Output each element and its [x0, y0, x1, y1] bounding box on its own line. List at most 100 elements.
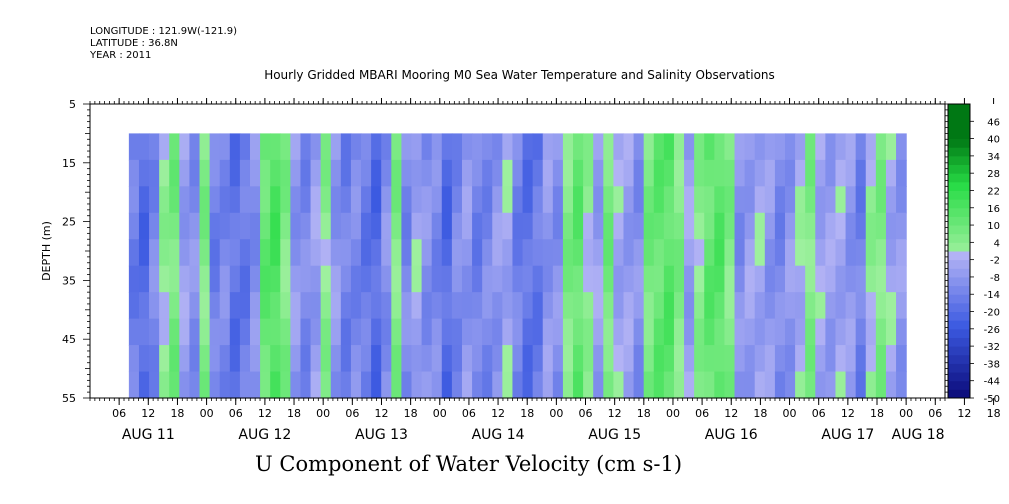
heatmap-cell [270, 318, 281, 346]
colorbar-swatch [948, 259, 970, 269]
heatmap-cell [694, 318, 705, 346]
heatmap-cell [785, 133, 796, 161]
heatmap-cell [653, 159, 665, 187]
heatmap-cell [542, 292, 554, 320]
heatmap-cell [260, 265, 271, 293]
heatmap-cell [361, 133, 372, 161]
heatmap-cell [754, 318, 766, 346]
heatmap-cell [451, 159, 463, 187]
heatmap-cell [764, 371, 776, 399]
heatmap-cell [320, 239, 332, 267]
heatmap-cell [714, 186, 726, 214]
heatmap-cell [714, 371, 726, 399]
heatmap-cell [633, 292, 645, 320]
heatmap-cell [855, 318, 867, 346]
colorbar-swatch [948, 346, 970, 356]
colorbar-swatch [948, 380, 970, 390]
heatmap-cell [532, 212, 544, 240]
heatmap-cell [825, 239, 837, 267]
heatmap-cell [603, 239, 614, 267]
heatmap-cell [290, 345, 302, 373]
x-hour-label: 18 [170, 407, 184, 420]
heatmap-cell [472, 345, 483, 373]
heatmap-cell [734, 159, 746, 187]
heatmap-cell [512, 371, 524, 399]
heatmap-cell [219, 133, 231, 161]
heatmap-cell [573, 292, 584, 320]
heatmap-cell [189, 159, 201, 187]
heatmap-cell [673, 186, 685, 214]
heatmap-cell [865, 159, 877, 187]
heatmap-cell [159, 345, 170, 373]
heatmap-cell [896, 133, 907, 161]
heatmap-cell [522, 318, 534, 346]
x-day-label: AUG 18 [892, 427, 945, 443]
heatmap-cell [421, 239, 433, 267]
heatmap-cell [673, 133, 685, 161]
heatmap-cell [350, 371, 362, 399]
heatmap-cell [684, 239, 695, 267]
heatmap-cell [724, 265, 736, 293]
heatmap-cell [310, 345, 322, 373]
heatmap-cell [795, 186, 806, 214]
heatmap-cell [411, 345, 423, 373]
heatmap-cell [633, 318, 645, 346]
heatmap-cell [724, 212, 736, 240]
heatmap-cell [350, 186, 362, 214]
heatmap-cell [734, 239, 746, 267]
heatmap-cell [653, 345, 665, 373]
heatmap-cell [502, 133, 514, 161]
heatmap-cell [239, 186, 251, 214]
heatmap-cell [219, 239, 231, 267]
heatmap-cell [825, 318, 837, 346]
heatmap-cell [764, 345, 776, 373]
heatmap-cell [562, 318, 574, 346]
heatmap-cell [825, 292, 837, 320]
heatmap-cell [805, 345, 816, 373]
y-tick-label: 55 [62, 392, 76, 405]
heatmap-cell [280, 186, 291, 214]
heatmap-cell [431, 212, 443, 240]
heatmap-cell [845, 212, 857, 240]
heatmap-cell [583, 371, 594, 399]
x-hour-label: 06 [812, 407, 826, 420]
x-hour-label: 18 [637, 407, 651, 420]
heatmap-cell [229, 318, 241, 346]
heatmap-cell [795, 371, 806, 399]
heatmap-cell [320, 159, 332, 187]
x-day-label: AUG 17 [821, 427, 874, 443]
heatmap-cell [421, 212, 433, 240]
heatmap-cell [583, 239, 594, 267]
heatmap-cell [896, 345, 907, 373]
heatmap-cell [290, 159, 302, 187]
heatmap-cell [845, 159, 857, 187]
heatmap-cell [229, 133, 241, 161]
heatmap-cell [199, 345, 211, 373]
heatmap-cell [169, 292, 180, 320]
heatmap-cell [239, 212, 251, 240]
heatmap-cell [562, 371, 574, 399]
heatmap-cell [280, 133, 291, 161]
x-hour-label: 06 [695, 407, 709, 420]
heatmap-cell [138, 318, 150, 346]
heatmap-cell [613, 239, 625, 267]
heatmap-cell [855, 345, 867, 373]
y-axis-title: DEPTH (m) [40, 221, 53, 281]
heatmap-cell [805, 265, 816, 293]
colorbar-label: 16 [987, 204, 1000, 215]
heatmap-cell [159, 292, 170, 320]
heatmap-cell [724, 186, 736, 214]
heatmap-cell [532, 186, 544, 214]
heatmap-cell [785, 345, 796, 373]
heatmap-cell [421, 292, 433, 320]
heatmap-cell [623, 159, 635, 187]
heatmap-cell [633, 212, 645, 240]
heatmap-cell [694, 133, 705, 161]
heatmap-cell [785, 292, 796, 320]
heatmap-cell [401, 371, 413, 399]
heatmap-cell [401, 212, 413, 240]
heatmap-cell [421, 345, 433, 373]
heatmap-cell [381, 133, 392, 161]
heatmap-cell [361, 159, 372, 187]
heatmap-cell [532, 318, 544, 346]
